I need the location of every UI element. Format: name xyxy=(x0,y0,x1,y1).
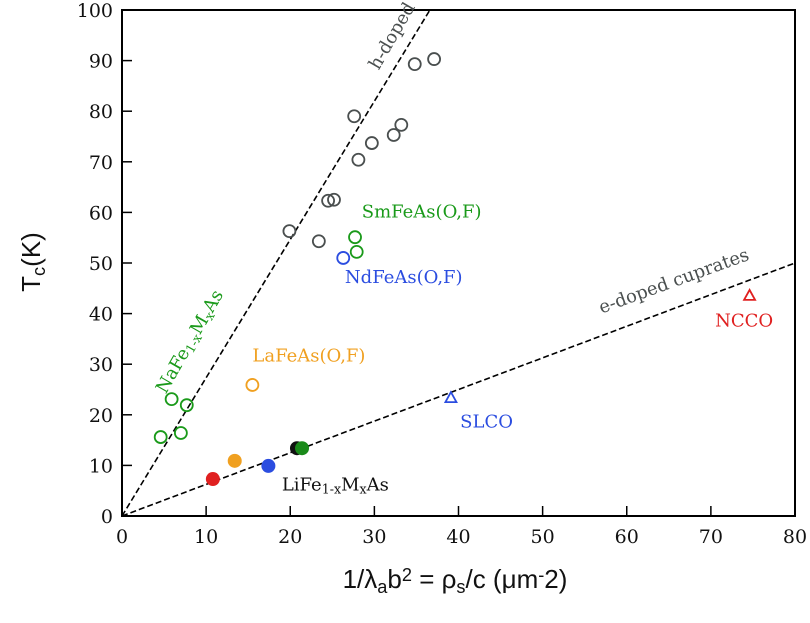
x-tick-label: 70 xyxy=(699,526,723,548)
data-point xyxy=(295,441,310,456)
y-tick-label: 80 xyxy=(89,101,113,123)
data-points xyxy=(153,52,757,487)
y-axis-label: Tc(K) xyxy=(16,232,49,292)
annotations: h-doped cupratese-doped cupratesSmFeAs(O… xyxy=(152,0,773,497)
x-tick-label: 20 xyxy=(278,526,302,548)
data-point xyxy=(321,193,336,208)
data-point xyxy=(407,57,422,72)
x-tick-label: 30 xyxy=(362,526,386,548)
data-point xyxy=(348,230,362,245)
data-point xyxy=(327,192,341,207)
data-point xyxy=(351,152,366,167)
y-tick-label: 50 xyxy=(89,253,113,275)
x-tick-label: 80 xyxy=(783,526,807,548)
y-tick-label: 0 xyxy=(101,506,113,528)
data-point xyxy=(336,251,351,265)
data-point xyxy=(179,398,194,413)
data-point xyxy=(311,234,326,249)
annotation-label: e-doped cuprates xyxy=(596,244,752,318)
data-point xyxy=(742,288,757,301)
data-point xyxy=(386,128,401,142)
data-point xyxy=(349,244,364,259)
annotation-label: LaFeAs(O,F) xyxy=(252,346,365,367)
x-axis-label: 1/λab2 = ρs/c (μm-2) xyxy=(343,564,568,597)
annotation-label: NdFeAs(O,F) xyxy=(345,267,463,288)
y-tick-label: 40 xyxy=(89,304,113,326)
data-point xyxy=(427,52,442,66)
data-point xyxy=(261,458,276,473)
x-tick-label: 60 xyxy=(615,526,639,548)
data-point xyxy=(205,472,220,487)
data-point xyxy=(364,136,379,150)
data-point xyxy=(394,117,409,132)
axis-ticks: 0 10 20 30 40 50 60 70 80 0 10 20 30 40 50 60 70 80 90 100 xyxy=(77,0,807,548)
data-point xyxy=(173,426,188,440)
annotation-label: NaFe1-xMxAs xyxy=(152,286,229,397)
y-tick-label: 100 xyxy=(77,0,113,22)
data-point xyxy=(282,224,297,239)
data-point xyxy=(227,453,242,468)
data-point xyxy=(153,430,168,444)
data-point xyxy=(443,390,458,404)
x-tick-label: 0 xyxy=(116,526,128,548)
data-point xyxy=(245,378,260,392)
reference-line xyxy=(121,262,796,517)
y-tick-label: 90 xyxy=(89,51,113,73)
y-tick-label: 60 xyxy=(89,202,113,224)
data-point xyxy=(347,109,362,124)
annotation-label: SLCO xyxy=(460,411,513,432)
y-tick-label: 20 xyxy=(89,405,113,427)
annotation-label: LiFe1-xMxAs xyxy=(282,475,389,497)
annotation-label: SmFeAs(O,F) xyxy=(362,201,482,222)
x-tick-label: 10 xyxy=(194,526,218,548)
x-tick-label: 50 xyxy=(531,526,555,548)
reference-line xyxy=(121,9,431,517)
x-tick-label: 40 xyxy=(446,526,470,548)
y-tick-label: 10 xyxy=(89,455,113,477)
data-point xyxy=(164,392,179,407)
annotation-label: NCCO xyxy=(715,310,773,331)
y-tick-label: 70 xyxy=(89,152,113,174)
y-tick-label: 30 xyxy=(89,354,113,376)
reference-lines xyxy=(121,9,796,517)
